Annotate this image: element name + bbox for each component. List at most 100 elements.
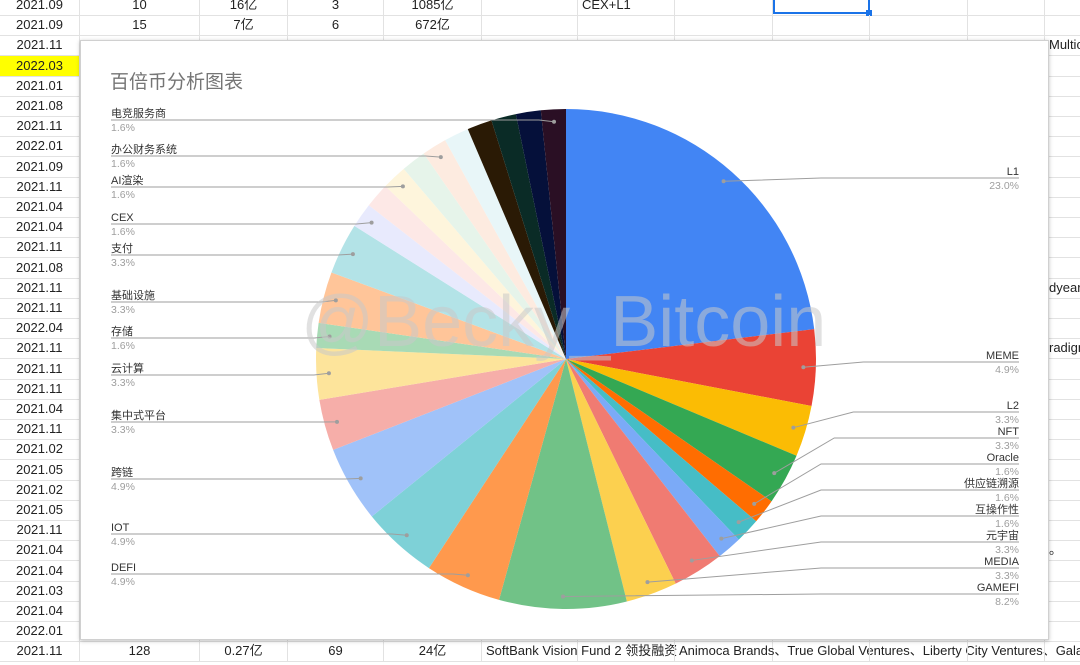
sheet-cell[interactable]: 2021.04 (0, 197, 80, 217)
sheet-cell[interactable]: 3 (288, 0, 384, 15)
pie-slice[interactable] (566, 359, 797, 502)
sheet-cell[interactable]: 0.27亿 (200, 641, 288, 662)
sheet-cell[interactable]: 2021.11 (0, 641, 80, 662)
pie-slice[interactable] (316, 322, 566, 359)
sheet-cell[interactable]: 16亿 (200, 0, 288, 15)
sheet-cell[interactable]: 15 (80, 15, 200, 36)
sheet-cell[interactable]: 2021.05 (0, 500, 80, 520)
pie-slice[interactable] (318, 272, 566, 359)
sheet-cell[interactable]: 2021.11 (0, 338, 80, 359)
pie-slice[interactable] (316, 347, 566, 400)
sheet-cell[interactable]: Animoca Brands、True Global Ventures、Libe… (675, 641, 1080, 662)
sheet-cell[interactable]: 2022.04 (0, 318, 80, 339)
pie-slice[interactable] (331, 225, 566, 359)
pie-slice[interactable] (467, 120, 566, 359)
sheet-cell[interactable]: 。 (1045, 540, 1080, 560)
sheet-cell[interactable] (1045, 197, 1080, 217)
chart-card[interactable]: 百倍币分析图表 L1 23.0% MEME 4.9% L2 3.3% NFT 3.3% Orac… (80, 40, 1049, 640)
sheet-cell[interactable] (870, 15, 968, 36)
sheet-cell[interactable]: 2021.04 (0, 601, 80, 621)
sheet-cell[interactable] (1045, 581, 1080, 601)
sheet-cell[interactable]: 672亿 (384, 15, 482, 36)
sheet-cell[interactable]: 2021.02 (0, 479, 80, 500)
pie-slice[interactable] (333, 359, 566, 517)
pie-slice[interactable] (354, 205, 566, 359)
sheet-cell[interactable] (482, 15, 578, 36)
sheet-cell[interactable]: 2021.11 (0, 378, 80, 399)
sheet-cell[interactable]: 6 (288, 15, 384, 36)
sheet-cell[interactable]: CEX+L1 (578, 0, 675, 15)
sheet-cell[interactable] (1045, 15, 1080, 35)
sheet-cell[interactable] (870, 0, 968, 15)
pie-slice[interactable] (319, 359, 566, 450)
sheet-cell[interactable]: 2021.11 (0, 116, 80, 137)
sheet-cell[interactable] (1045, 500, 1080, 520)
sheet-cell[interactable] (1045, 0, 1080, 15)
selected-cell[interactable] (773, 0, 872, 16)
sheet-cell[interactable]: dyear (1045, 278, 1080, 298)
sheet-cell[interactable]: 2021.11 (0, 419, 80, 440)
sheet-cell[interactable]: 69 (288, 641, 384, 662)
sheet-cell[interactable]: 2021.09 (0, 15, 80, 36)
sheet-cell[interactable] (1045, 520, 1080, 540)
sheet-cell[interactable] (1045, 217, 1080, 237)
sheet-cell[interactable] (1045, 76, 1080, 96)
sheet-cell[interactable] (1045, 641, 1080, 661)
pie-slice[interactable] (566, 329, 816, 407)
sheet-cell[interactable]: 2021.08 (0, 96, 80, 116)
sheet-cell[interactable] (968, 0, 1045, 15)
pie-slice[interactable] (566, 109, 815, 359)
sheet-cell[interactable] (1045, 56, 1080, 76)
pie-slice[interactable] (385, 168, 566, 359)
sheet-cell[interactable] (1045, 177, 1080, 197)
sheet-cell[interactable] (1045, 561, 1080, 581)
sheet-cell[interactable]: 2021.01 (0, 75, 80, 96)
sheet-cell[interactable]: 2021.09 (0, 0, 80, 15)
sheet-cell[interactable] (1045, 439, 1080, 459)
sheet-cell[interactable] (773, 15, 870, 36)
sheet-cell[interactable]: 2022.01 (0, 621, 80, 642)
sheet-cell[interactable] (675, 0, 773, 15)
sheet-cell[interactable]: 2021.02 (0, 439, 80, 460)
sheet-cell[interactable]: 2021.04 (0, 217, 80, 238)
sheet-cell[interactable] (1045, 601, 1080, 621)
pie-slice[interactable] (491, 114, 566, 359)
sheet-cell[interactable]: 2021.04 (0, 399, 80, 419)
sheet-cell[interactable]: 2021.09 (0, 156, 80, 177)
pie-slice[interactable] (566, 359, 676, 602)
sheet-cell[interactable] (1045, 157, 1080, 177)
sheet-cell[interactable]: Multic (1045, 35, 1080, 55)
sheet-cell[interactable] (1045, 258, 1080, 278)
sheet-cell[interactable]: 2021.03 (0, 580, 80, 601)
sheet-cell[interactable] (675, 15, 773, 36)
sheet-cell[interactable]: 2022.03 (0, 55, 80, 76)
sheet-cell[interactable]: 2021.08 (0, 257, 80, 278)
sheet-cell[interactable]: radign (1045, 338, 1080, 358)
sheet-cell[interactable]: 2021.11 (0, 298, 80, 318)
sheet-cell[interactable] (1045, 621, 1080, 641)
sheet-cell[interactable]: 24亿 (384, 641, 482, 662)
sheet-cell[interactable]: 128 (80, 641, 200, 662)
pie-slice[interactable] (445, 129, 566, 359)
pie-slice[interactable] (515, 110, 566, 359)
sheet-cell[interactable] (1045, 318, 1080, 338)
sheet-cell[interactable]: 2021.05 (0, 459, 80, 480)
sheet-cell[interactable]: 2021.11 (0, 277, 80, 298)
sheet-cell[interactable]: 7亿 (200, 15, 288, 36)
pie-slice[interactable] (368, 186, 566, 359)
sheet-cell[interactable] (578, 15, 675, 36)
sheet-cell[interactable] (1045, 359, 1080, 379)
sheet-cell[interactable] (1045, 379, 1080, 399)
sheet-cell[interactable]: 2022.01 (0, 136, 80, 157)
sheet-cell[interactable]: 2021.04 (0, 540, 80, 561)
sheet-cell[interactable]: 1085亿 (384, 0, 482, 15)
pie-slice[interactable] (423, 140, 566, 359)
sheet-cell[interactable]: 2021.04 (0, 560, 80, 581)
pie-slice[interactable] (403, 153, 566, 359)
sheet-cell[interactable] (578, 641, 675, 662)
sheet-cell[interactable] (1045, 116, 1080, 136)
sheet-cell[interactable] (968, 641, 1045, 662)
sheet-cell[interactable]: 2021.11 (0, 35, 80, 56)
pie-slice[interactable] (566, 359, 772, 522)
sheet-cell[interactable] (870, 641, 968, 662)
